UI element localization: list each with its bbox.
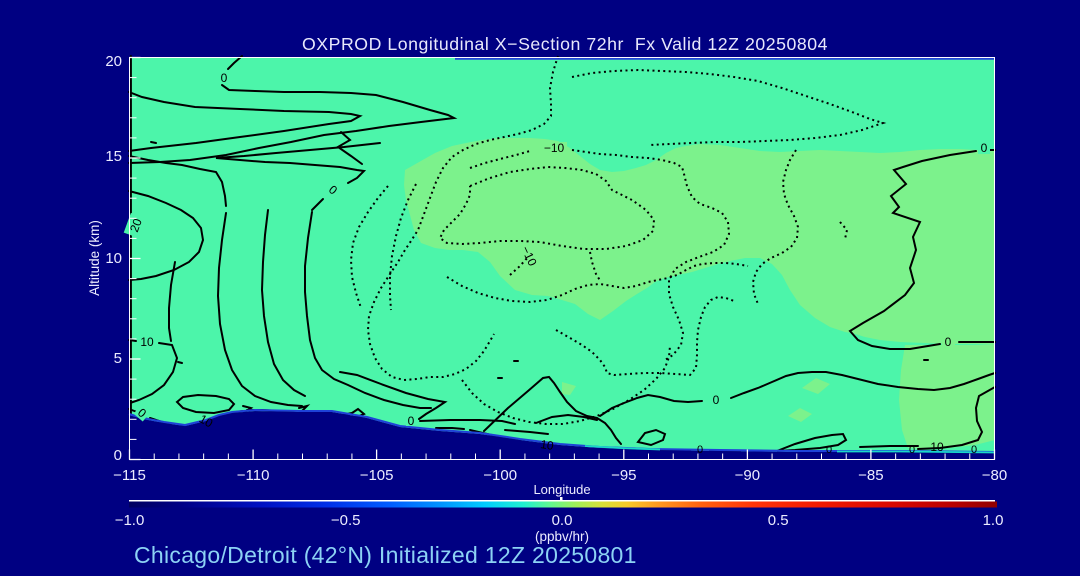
svg-text:10: 10 [105, 250, 122, 267]
svg-text:20: 20 [127, 216, 145, 234]
svg-text:0: 0 [971, 444, 977, 456]
svg-text:20: 20 [105, 53, 122, 70]
svg-text:−0.5: −0.5 [331, 512, 361, 529]
svg-text:0: 0 [981, 141, 988, 155]
svg-text:Altitude (km): Altitude (km) [87, 220, 102, 296]
svg-text:0: 0 [114, 447, 122, 464]
svg-text:−105: −105 [360, 467, 394, 484]
svg-text:(ppbv/hr): (ppbv/hr) [535, 529, 589, 544]
svg-text:−80: −80 [982, 467, 1007, 484]
svg-text:0.0: 0.0 [552, 512, 573, 529]
svg-text:0: 0 [221, 71, 228, 85]
svg-text:−115: −115 [113, 467, 146, 484]
svg-text:10: 10 [197, 412, 216, 431]
svg-text:−90: −90 [735, 467, 760, 484]
svg-text:OXPROD Longitudinal X−Section: OXPROD Longitudinal X−Section 72hr Fx Va… [302, 34, 828, 54]
svg-text:−95: −95 [611, 467, 636, 484]
svg-text:0: 0 [713, 393, 720, 407]
svg-text:−100: −100 [483, 467, 517, 484]
svg-text:0: 0 [408, 414, 415, 428]
svg-text:15: 15 [105, 148, 122, 165]
svg-text:10: 10 [539, 437, 554, 453]
svg-text:Chicago/Detroit (42°N) Initial: Chicago/Detroit (42°N) Initialized 12Z 2… [134, 542, 637, 568]
svg-text:0: 0 [945, 335, 952, 349]
svg-text:0.5: 0.5 [768, 512, 789, 529]
svg-text:−10: −10 [544, 141, 565, 155]
svg-text:−1.0: −1.0 [115, 512, 145, 529]
svg-text:10: 10 [930, 440, 944, 454]
svg-text:Longitude: Longitude [533, 482, 590, 497]
svg-text:10: 10 [140, 335, 154, 349]
svg-text:5: 5 [114, 350, 122, 367]
svg-text:0: 0 [909, 444, 915, 456]
svg-text:−110: −110 [237, 467, 270, 484]
svg-text:−85: −85 [858, 467, 883, 484]
svg-text:1.0: 1.0 [983, 512, 1004, 529]
svg-text:0: 0 [826, 444, 832, 456]
svg-text:0: 0 [697, 444, 703, 456]
